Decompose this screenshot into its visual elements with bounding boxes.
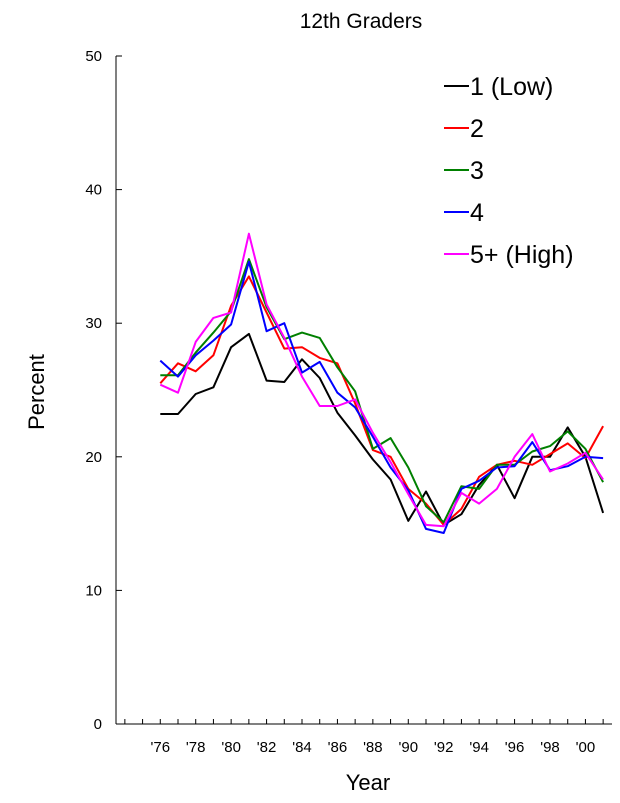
x-tick-label: '98 bbox=[540, 739, 560, 756]
legend: 1 (Low) 2 3 4 5+ (High) bbox=[444, 73, 574, 269]
x-tick-label: '00 bbox=[576, 739, 596, 756]
legend-label: 4 bbox=[470, 199, 484, 227]
x-tick-label: '78 bbox=[186, 739, 206, 756]
x-axis-title: Year bbox=[346, 770, 390, 795]
y-ticks: 0 10 20 30 40 50 bbox=[85, 48, 122, 733]
legend-label: 5+ (High) bbox=[470, 241, 574, 269]
x-tick-label: '84 bbox=[292, 739, 312, 756]
legend-label: 3 bbox=[470, 157, 484, 185]
x-tick-label: '92 bbox=[434, 739, 454, 756]
legend-label: 2 bbox=[470, 115, 484, 143]
y-tick-label: 20 bbox=[85, 449, 102, 466]
y-tick-label: 50 bbox=[85, 48, 102, 65]
series-lines bbox=[159, 232, 605, 534]
series-line bbox=[160, 258, 604, 524]
x-tick-label: '90 bbox=[399, 739, 419, 756]
chart-title: 12th Graders bbox=[300, 10, 423, 33]
x-ticks: '76 '78 '80 '82 '84 '86 '88 '90 '92 '94 '96 '98 '00 bbox=[124, 719, 604, 756]
y-tick-label: 40 bbox=[85, 182, 102, 199]
series-line bbox=[160, 332, 605, 526]
y-tick-label: 0 bbox=[94, 716, 102, 733]
legend-label: 1 (Low) bbox=[470, 73, 553, 101]
x-tick-label: '96 bbox=[505, 739, 525, 756]
y-tick-label: 30 bbox=[85, 315, 102, 332]
y-tick-label: 10 bbox=[85, 582, 102, 599]
x-tick-label: '86 bbox=[328, 739, 348, 756]
x-tick-label: '88 bbox=[363, 739, 383, 756]
x-tick-label: '94 bbox=[469, 739, 489, 756]
series-line bbox=[159, 260, 604, 534]
y-axis-title: Percent bbox=[24, 354, 49, 430]
x-tick-label: '82 bbox=[257, 739, 277, 756]
series-line bbox=[159, 232, 604, 528]
x-tick-label: '76 bbox=[151, 739, 171, 756]
x-tick-label: '80 bbox=[221, 739, 241, 756]
